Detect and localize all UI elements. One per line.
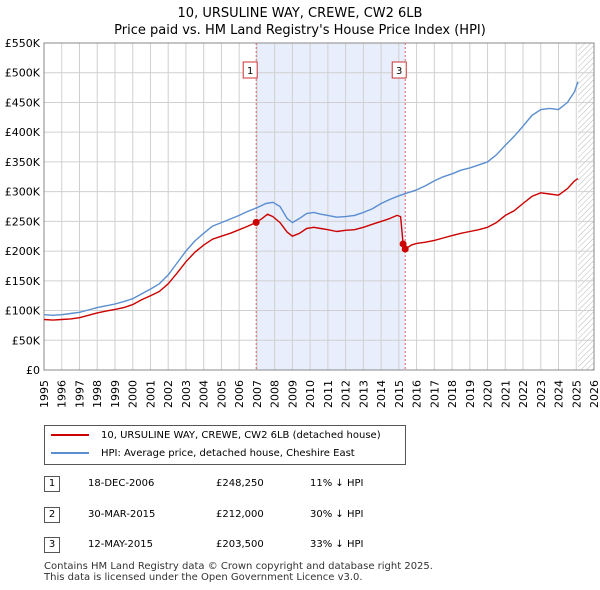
x-tick-label: 2025: [570, 380, 583, 408]
legend-swatch-property: [51, 434, 89, 436]
transaction-date: 30-MAR-2015: [88, 509, 156, 520]
x-tick-label: 2006: [233, 380, 246, 408]
y-tick-label: £500K: [5, 67, 41, 80]
x-tick-label: 1996: [56, 380, 69, 408]
x-tick-label: 2007: [251, 380, 264, 408]
transaction-number: 2: [44, 507, 60, 523]
transaction-row: 3 12-MAY-2015 £203,500 33% ↓ HPI: [44, 537, 494, 553]
ownership-shade: [256, 43, 406, 370]
x-tick-label: 2009: [286, 380, 299, 408]
transaction-hpi-diff: 11% ↓ HPI: [310, 478, 364, 489]
y-tick-label: £250K: [5, 215, 41, 228]
y-tick-label: £200K: [5, 245, 41, 258]
y-tick-label: £50K: [12, 334, 41, 347]
x-tick-label: 2021: [499, 380, 512, 408]
hpi-line: [43, 81, 579, 316]
x-tick-label: 2019: [464, 380, 477, 408]
transaction-price: £212,000: [216, 509, 264, 520]
chart-subtitle: Price paid vs. HM Land Registry's House …: [114, 23, 486, 38]
y-tick-label: £350K: [5, 156, 41, 169]
x-tick-label: 2002: [162, 380, 175, 408]
x-tick-label: 2012: [340, 380, 353, 408]
x-tick-label: 2022: [517, 380, 530, 408]
x-tick-label: 2026: [588, 380, 600, 408]
x-tick-label: 2013: [357, 380, 370, 408]
legend-item-hpi: HPI: Average price, detached house, Ches…: [51, 447, 355, 461]
transaction-price: £248,250: [216, 478, 264, 489]
y-tick-label: £300K: [5, 186, 41, 199]
plot-frame: [43, 42, 595, 371]
sale-point: [401, 245, 409, 253]
x-tick-label: 1998: [91, 380, 104, 408]
transaction-number: 1: [44, 476, 60, 492]
sale-number-box: [242, 61, 258, 79]
footer-licence: This data is licensed under the Open Gov…: [44, 572, 363, 583]
x-tick-label: 2003: [180, 380, 193, 408]
y-tick-label: £450K: [5, 96, 41, 109]
y-tick-label: £150K: [5, 275, 41, 288]
footer: Contains HM Land Registry data © Crown c…: [44, 561, 433, 583]
x-tick-label: 2018: [446, 380, 459, 408]
transaction-hpi-diff: 33% ↓ HPI: [310, 539, 364, 550]
transaction-hpi-diff: 30% ↓ HPI: [310, 509, 364, 520]
price-chart: £0 £50K £100K £150K £200K £250K £300K £350K £400…: [5, 37, 600, 408]
transaction-date: 12-MAY-2015: [88, 539, 154, 550]
legend-swatch-hpi: [51, 452, 89, 454]
transaction-row: 1 18-DEC-2006 £248,250 11% ↓ HPI: [44, 476, 494, 492]
x-tick-label: 2008: [269, 380, 282, 408]
x-tick-label: 1997: [73, 380, 86, 408]
y-tick-label: £400K: [5, 126, 41, 139]
transaction-date: 18-DEC-2006: [88, 478, 155, 489]
footer-copyright: Contains HM Land Registry data © Crown c…: [44, 561, 433, 572]
x-tick-label: 2011: [322, 380, 335, 408]
x-tick-label: 2020: [482, 380, 495, 408]
sale-point: [252, 218, 260, 226]
sale-number-label: 1: [247, 66, 253, 77]
property-price-line: [43, 178, 579, 321]
x-tick-label: 2010: [304, 380, 317, 408]
x-tick-label: 2016: [411, 380, 424, 408]
x-tick-label: 2015: [393, 380, 406, 408]
x-tick-label: 2017: [428, 380, 441, 408]
sale-number-box: [391, 61, 407, 79]
transaction-number: 3: [44, 537, 60, 553]
y-tick-label: £550K: [5, 37, 41, 50]
y-tick-label: £0: [26, 364, 40, 377]
transaction-row: 2 30-MAR-2015 £212,000 30% ↓ HPI: [44, 507, 494, 523]
x-tick-label: 2024: [553, 380, 566, 408]
x-tick-label: 2005: [215, 380, 228, 408]
legend: 10, URSULINE WAY, CREWE, CW2 6LB (detach…: [44, 425, 406, 465]
legend-label-hpi: HPI: Average price, detached house, Ches…: [101, 448, 355, 459]
legend-item-property: 10, URSULINE WAY, CREWE, CW2 6LB (detach…: [51, 429, 381, 443]
x-tick-label: 1999: [109, 380, 122, 408]
x-tick-label: 2023: [535, 380, 548, 408]
x-tick-label: 2014: [375, 380, 388, 408]
x-tick-label: 2000: [127, 380, 140, 408]
legend-label-property: 10, URSULINE WAY, CREWE, CW2 6LB (detach…: [101, 430, 381, 441]
x-tick-label: 2004: [198, 380, 211, 408]
transaction-price: £203,500: [216, 539, 264, 550]
y-tick-label: £100K: [5, 305, 41, 318]
forecast-hatch: [578, 43, 594, 370]
chart-title: 10, URSULINE WAY, CREWE, CW2 6LB: [177, 6, 423, 21]
x-tick-label: 2001: [144, 380, 157, 408]
x-tick-label: 1995: [38, 380, 51, 408]
sale-number-label: 3: [396, 66, 402, 77]
